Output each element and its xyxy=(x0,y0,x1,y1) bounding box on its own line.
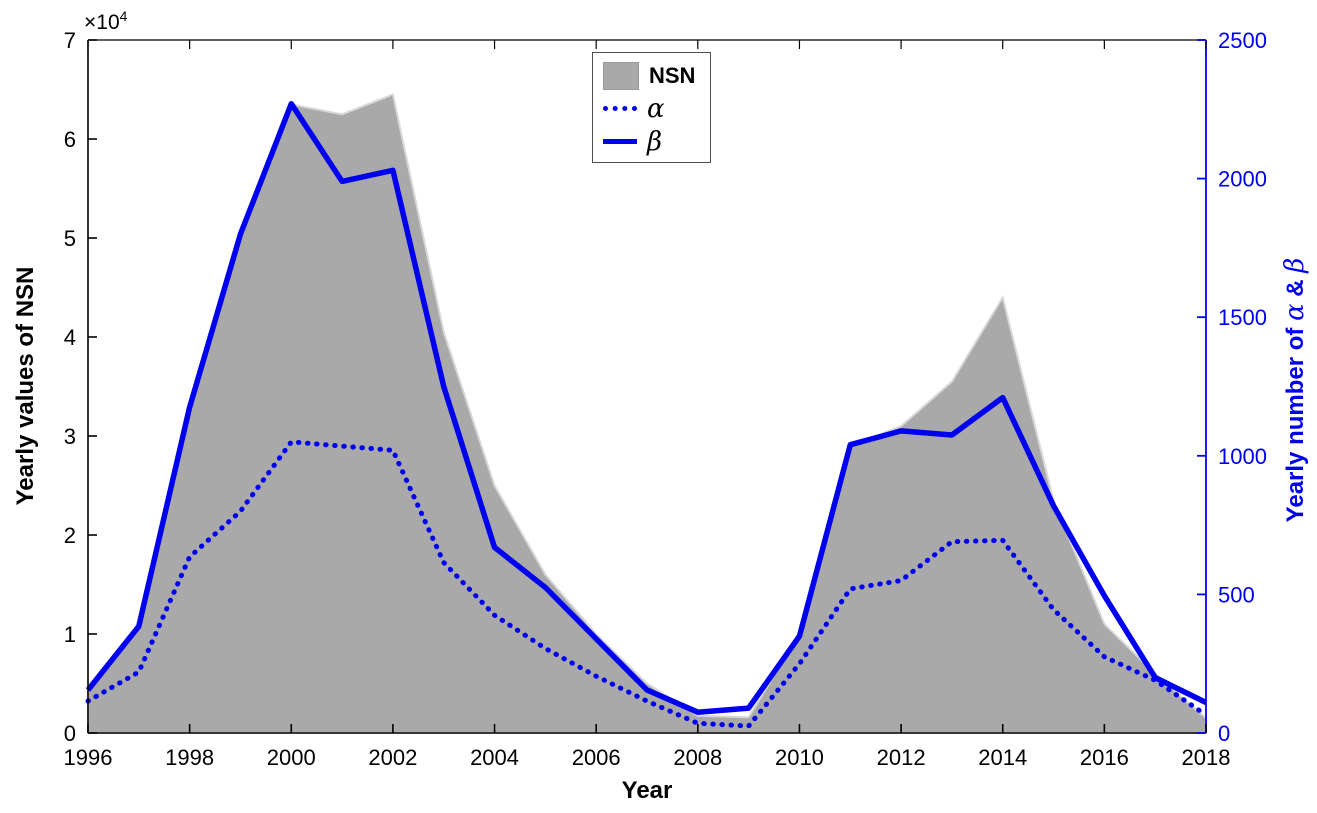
x-axis-label: Year xyxy=(621,777,673,804)
left-axis-exponent: ×104 xyxy=(84,8,128,34)
beta-line-series xyxy=(85,101,1208,715)
right-tick-label: 0 xyxy=(1218,721,1230,746)
x-tick-label: 2004 xyxy=(470,745,519,770)
legend-item-nsn: NSN xyxy=(603,59,702,92)
left-tick-label: 5 xyxy=(64,226,76,251)
x-tick-label: 2012 xyxy=(877,745,926,770)
right-tick-label: 1000 xyxy=(1218,444,1267,469)
y-axis-label-right: Yearly number of α & β xyxy=(1280,257,1310,523)
y-axis-label-left: Yearly values of NSN xyxy=(12,266,39,506)
left-tick-label: 1 xyxy=(64,622,76,647)
left-tick-label: 4 xyxy=(64,325,76,350)
x-tick-label: 2006 xyxy=(572,745,621,770)
x-tick-label: 2008 xyxy=(673,745,722,770)
left-tick-label: 6 xyxy=(64,127,76,152)
right-tick-label: 1500 xyxy=(1218,305,1267,330)
x-tick-label: 2014 xyxy=(978,745,1027,770)
legend-label: α xyxy=(647,93,665,124)
right-tick-label: 500 xyxy=(1218,582,1255,607)
x-tick-label: 2002 xyxy=(368,745,417,770)
x-tick-label: 2010 xyxy=(775,745,824,770)
left-tick-label: 3 xyxy=(64,424,76,449)
x-tick-label: 1996 xyxy=(64,745,113,770)
legend[interactable]: NSN α β xyxy=(592,52,711,163)
legend-label: NSN xyxy=(649,62,696,88)
beta-solid-line-swatch xyxy=(603,139,637,144)
legend-label: β xyxy=(647,126,663,157)
legend-item-alpha: α xyxy=(603,92,702,125)
left-tick-label: 0 xyxy=(64,721,76,746)
x-tick-label: 2018 xyxy=(1182,745,1231,770)
x-tick-label: 2016 xyxy=(1080,745,1129,770)
alpha-dotted-line-swatch xyxy=(603,106,637,111)
right-tick-label: 2500 xyxy=(1218,28,1267,53)
x-tick-label: 1998 xyxy=(165,745,214,770)
alpha-line-series xyxy=(85,439,1209,729)
x-tick-label: 2000 xyxy=(267,745,316,770)
right-tick-label: 2000 xyxy=(1218,167,1267,192)
left-tick-label: 2 xyxy=(64,523,76,548)
left-tick-label: 7 xyxy=(64,28,76,53)
nsn-area-swatch xyxy=(603,61,639,90)
legend-item-beta: β xyxy=(603,125,702,158)
